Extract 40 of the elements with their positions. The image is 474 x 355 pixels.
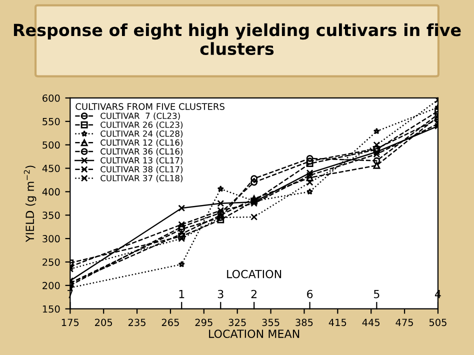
annotation: 6	[307, 290, 313, 298]
x-tick-label: 205	[95, 318, 112, 326]
x-tick-label: 295	[195, 318, 212, 326]
legend-label: CULTIVAR 36 (CL16)	[100, 148, 183, 156]
x-tick-label: 235	[128, 318, 146, 326]
x-axis-title: LOCATION MEAN	[209, 330, 300, 338]
legend-label: CULTIVAR 12 (CL16)	[100, 139, 183, 147]
annotation: 1	[179, 290, 184, 298]
y-tick-label: 200	[42, 282, 60, 290]
chart-title: Response of eight high yielding cultivars in five clusters	[14, 23, 461, 56]
legend-title: CULTIVARS FROM FIVE CLUSTERS	[76, 103, 224, 110]
x-tick-label: 505	[429, 318, 446, 326]
x-tick-label: 325	[228, 318, 246, 326]
y-tick-label: 250	[42, 258, 60, 266]
x-tick-label: 415	[328, 318, 346, 326]
y-tick-label: 450	[42, 164, 60, 172]
y-tick-label: 500	[42, 141, 60, 149]
y-axis-title: YIELD (g m$^{−2}$)	[24, 166, 36, 242]
legend-label: CULTIVAR 13 (CL17)	[100, 157, 183, 164]
annotation: 2	[251, 290, 256, 298]
y-tick-label: 400	[42, 188, 60, 196]
legend-label: CULTIVAR 37 (CL18)	[100, 174, 183, 182]
annotation: LOCATION	[227, 270, 282, 278]
legend-label: CULTIVAR 7 (CL23)	[100, 112, 180, 120]
x-tick-label: 475	[396, 318, 413, 326]
annotation: 5	[374, 290, 380, 298]
x-tick-label: 355	[262, 318, 280, 326]
y-tick-label: 350	[42, 212, 60, 219]
y-tick-label: 300	[42, 235, 60, 242]
y-tick-label: 150	[42, 305, 60, 313]
x-tick-label: 445	[362, 318, 380, 326]
x-tick-label: 175	[62, 318, 79, 326]
y-tick-label: 600	[42, 94, 60, 102]
legend-label: CULTIVAR 26 (CL23)	[100, 121, 183, 129]
annotation: 3	[218, 290, 224, 298]
legend-label: CULTIVAR 24 (CL28)	[100, 130, 183, 138]
x-tick-label: 265	[162, 318, 179, 326]
y-tick-label: 550	[42, 118, 60, 126]
x-tick-label: 385	[296, 318, 313, 326]
legend-label: CULTIVAR 38 (CL17)	[100, 166, 183, 174]
